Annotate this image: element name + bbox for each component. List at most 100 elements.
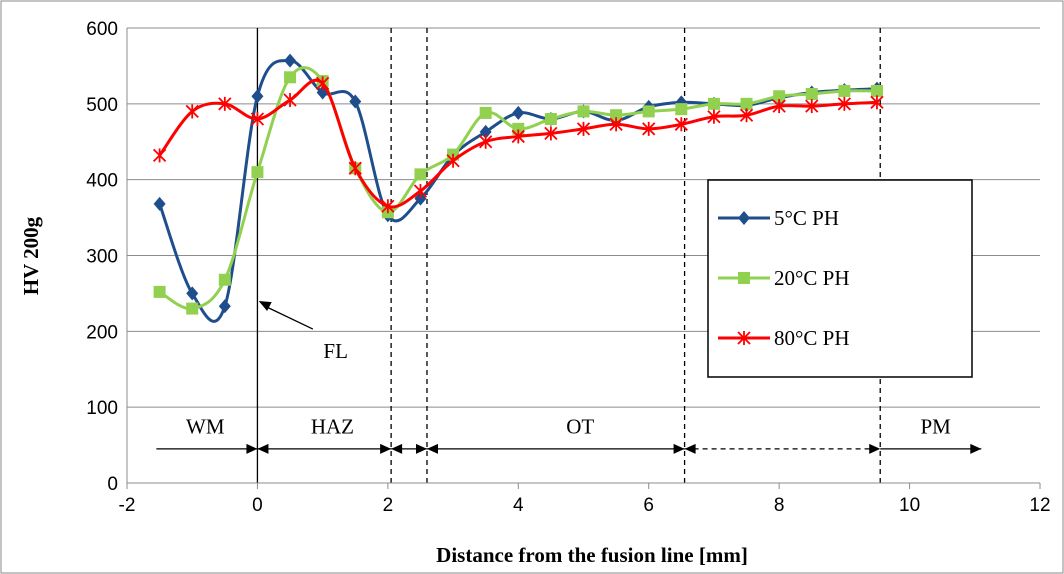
data-point	[479, 134, 493, 149]
zone-segment	[391, 443, 427, 454]
legend-label: 80°C PH	[774, 326, 850, 350]
data-point	[740, 97, 753, 110]
annotation-arrow-line	[266, 306, 314, 330]
arrow-head	[257, 443, 269, 454]
data-point	[153, 196, 166, 211]
y-tick-label: 300	[86, 247, 118, 268]
data-point	[837, 96, 851, 111]
data-point	[218, 96, 232, 111]
x-tick-label: 6	[643, 495, 654, 516]
y-tick-label: 0	[107, 474, 118, 495]
y-axis-title: HV 200g	[19, 216, 43, 295]
data-point	[512, 105, 525, 120]
arrow-head	[869, 443, 881, 454]
data-point	[283, 93, 297, 108]
y-tick-label: 500	[86, 95, 118, 116]
data-point	[738, 211, 750, 225]
zone-ot: OT	[426, 415, 685, 454]
data-point	[218, 273, 231, 286]
data-point	[642, 105, 655, 118]
legend-entry: 80°C PH	[718, 326, 850, 350]
data-point	[642, 121, 656, 136]
arrow-head	[684, 443, 696, 454]
data-point	[870, 95, 884, 110]
x-tick-label: 2	[383, 495, 394, 516]
data-point	[772, 99, 786, 114]
y-tick-label: 600	[86, 19, 118, 40]
legend-label: 20°C PH	[774, 266, 850, 290]
y-tick-label: 100	[86, 398, 118, 419]
data-point	[218, 299, 231, 314]
zone-pm: PM	[880, 415, 982, 454]
data-point	[675, 103, 688, 116]
data-point	[707, 109, 721, 124]
data-point	[739, 108, 754, 123]
data-point	[479, 106, 492, 119]
x-tick-label: -2	[119, 495, 136, 516]
arrow-head	[673, 443, 685, 454]
legend-label: 5°C PH	[774, 206, 839, 230]
data-point	[414, 168, 427, 181]
data-point	[544, 113, 557, 125]
data-point	[153, 285, 166, 298]
series-2	[152, 76, 884, 214]
y-tick-label: 400	[86, 171, 118, 192]
data-point	[284, 71, 297, 84]
data-point	[870, 84, 883, 97]
data-point	[251, 166, 264, 179]
data-point	[838, 84, 851, 97]
zone-label: WM	[186, 415, 225, 439]
data-point	[186, 302, 199, 315]
x-tick-label: 8	[774, 495, 785, 516]
arrow-head	[970, 443, 982, 454]
data-point	[544, 126, 558, 141]
zone-haz: HAZ	[257, 415, 392, 454]
zone-label: HAZ	[311, 415, 354, 439]
x-axis-title: Distance from the fusion line [mm]	[436, 543, 748, 567]
data-point	[251, 89, 264, 104]
zone-annotations: WM HAZ OT PM	[156, 415, 982, 454]
annotation-arrow-head	[258, 301, 272, 311]
legend: 5°C PH 20°C PH 80°C PH	[707, 179, 973, 378]
x-tick-label: 4	[513, 495, 524, 516]
data-point	[152, 148, 167, 163]
arrow-head	[415, 443, 427, 454]
arrow-head	[426, 443, 438, 454]
data-point	[674, 117, 688, 132]
x-tick-label: 12	[1029, 495, 1050, 516]
arrow-head	[246, 443, 258, 454]
legend-entry: 5°C PH	[718, 206, 839, 230]
x-tick-label: 10	[899, 495, 920, 516]
arrow-head	[391, 443, 403, 454]
data-point	[609, 117, 623, 132]
data-point	[479, 124, 492, 139]
data-point	[250, 112, 265, 126]
data-point	[413, 184, 428, 199]
data-point	[381, 199, 395, 214]
data-point	[773, 90, 786, 103]
data-point	[577, 105, 590, 118]
data-point	[805, 87, 818, 100]
data-point	[576, 121, 591, 136]
fusion-line-annotation: FL	[258, 301, 348, 363]
y-tick-label: 200	[86, 322, 118, 343]
data-point	[185, 104, 199, 119]
data-point	[186, 286, 199, 301]
data-point	[610, 109, 623, 122]
zone-label: OT	[566, 415, 594, 439]
data-point	[738, 272, 750, 284]
data-point	[805, 99, 819, 114]
data-point	[511, 129, 525, 144]
zone-wm: WM	[156, 415, 258, 454]
data-point	[349, 94, 362, 109]
x-tick-label: 0	[252, 495, 263, 516]
data-series	[152, 53, 884, 323]
zone-segment	[684, 443, 881, 454]
data-point	[512, 122, 525, 135]
data-point	[316, 76, 330, 91]
data-point	[284, 53, 297, 68]
annotation-label: FL	[323, 339, 348, 363]
data-point	[707, 97, 720, 110]
